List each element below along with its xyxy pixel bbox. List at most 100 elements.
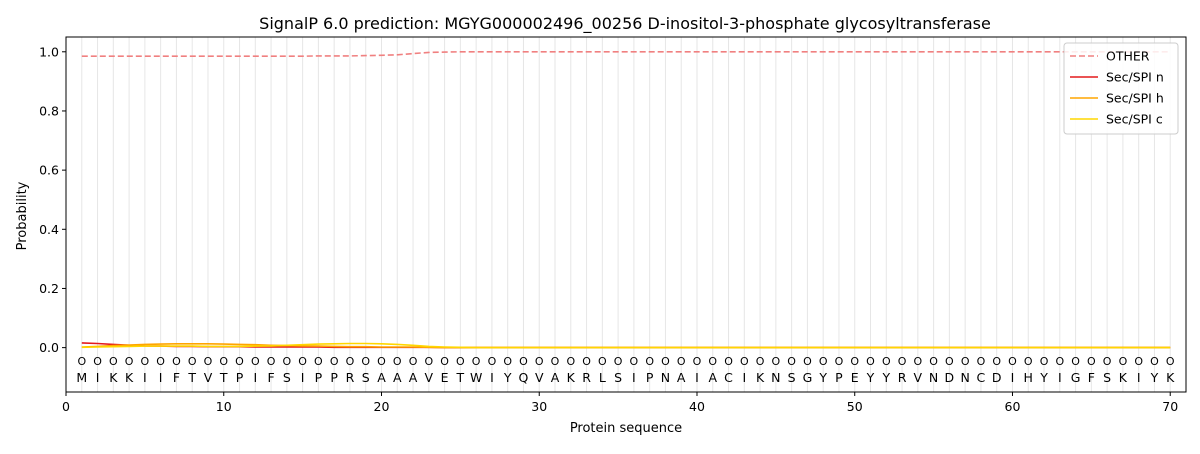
sequence-residue: I	[1058, 370, 1062, 385]
residue-label: O	[125, 355, 134, 368]
residue-label: O	[708, 355, 717, 368]
x-tick-label: 20	[374, 399, 390, 414]
sequence-residue: N	[771, 370, 780, 385]
sequence-residue: L	[599, 370, 606, 385]
residue-label: O	[787, 355, 796, 368]
residue-label: O	[677, 355, 686, 368]
sequence-residue: N	[960, 370, 969, 385]
legend-label: Sec/SPI n	[1106, 70, 1164, 85]
residue-label: O	[614, 355, 623, 368]
y-tick-label: 0.4	[39, 222, 59, 237]
x-tick-label: 30	[531, 399, 547, 414]
residue-label: O	[819, 355, 828, 368]
sequence-residue: N	[661, 370, 670, 385]
sequence-residue: C	[724, 370, 733, 385]
sequence-residue: Y	[866, 370, 875, 385]
sequence-residue: H	[1024, 370, 1033, 385]
residue-label: O	[393, 355, 402, 368]
sequence-residue: Q	[519, 370, 529, 385]
sequence-residue: A	[551, 370, 560, 385]
sequence-residue: I	[253, 370, 257, 385]
residue-label: O	[346, 355, 355, 368]
sequence-residue: I	[695, 370, 699, 385]
legend-label: OTHER	[1106, 49, 1150, 64]
sequence-residue: A	[409, 370, 418, 385]
residue-label: O	[377, 355, 386, 368]
series-line-sec-spi-c	[81, 342, 1171, 349]
residue-label: O	[1024, 355, 1033, 368]
sequence-residue: G	[1071, 370, 1081, 385]
residue-label: O	[93, 355, 102, 368]
residue-label: O	[740, 355, 749, 368]
residue-label: O	[772, 355, 781, 368]
y-tick-label: 0.8	[39, 103, 59, 118]
sequence-residue: E	[441, 370, 449, 385]
x-tick-label: 10	[216, 399, 232, 414]
y-tick-label: 1.0	[39, 44, 59, 59]
y-tick-label: 0.2	[39, 281, 59, 296]
y-tick-label: 0.6	[39, 163, 59, 178]
residue-label: O	[361, 355, 370, 368]
sequence-residue: A	[393, 370, 402, 385]
residue-label: O	[1071, 355, 1080, 368]
residue-label: O	[1119, 355, 1128, 368]
sequence-residue: C	[977, 370, 986, 385]
sequence-residue: F	[1088, 370, 1095, 385]
sequence-residue: R	[582, 370, 591, 385]
residue-label: O	[913, 355, 922, 368]
sequence-residue: A	[677, 370, 686, 385]
residue-label: O	[1134, 355, 1143, 368]
residue-label: O	[488, 355, 497, 368]
residue-label: O	[866, 355, 875, 368]
residue-label: O	[882, 355, 891, 368]
residue-label: O	[803, 355, 812, 368]
residue-label: O	[977, 355, 986, 368]
sequence-residue: I	[143, 370, 147, 385]
sequence-residue: S	[788, 370, 796, 385]
sequence-residue: D	[945, 370, 955, 385]
sequence-residue: Y	[1039, 370, 1048, 385]
residue-label: O	[156, 355, 165, 368]
residue-label: O	[1040, 355, 1049, 368]
sequence-residue: P	[315, 370, 323, 385]
residue-label: O	[77, 355, 86, 368]
y-axis-label: Probability	[15, 181, 30, 250]
x-tick-label: 40	[689, 399, 705, 414]
x-axis-label: Protein sequence	[570, 421, 682, 436]
residue-label: O	[1103, 355, 1112, 368]
residue-label: O	[929, 355, 938, 368]
sequence-residue: A	[708, 370, 717, 385]
series-layer	[81, 50, 1171, 349]
residue-label: O	[1166, 355, 1175, 368]
residue-label: O	[898, 355, 907, 368]
legend-label: Sec/SPI h	[1106, 91, 1164, 106]
residue-label: O	[724, 355, 733, 368]
residue-label: O	[535, 355, 544, 368]
residue-label: O	[582, 355, 591, 368]
sequence-residue: V	[425, 370, 434, 385]
sequence-residue: Y	[881, 370, 890, 385]
residue-label: O	[630, 355, 639, 368]
residue-label: O	[850, 355, 859, 368]
residue-label: O	[1150, 355, 1159, 368]
residue-label: O	[598, 355, 607, 368]
residue-label: O	[756, 355, 765, 368]
sequence-residue: V	[535, 370, 544, 385]
sequence-residue: S	[1103, 370, 1111, 385]
residue-label: O	[235, 355, 244, 368]
sequence-residue: D	[992, 370, 1002, 385]
sequence-residue: Y	[818, 370, 827, 385]
legend: OTHER Sec/SPI n Sec/SPI h Sec/SPI c	[1063, 42, 1179, 135]
sequence-residue: A	[377, 370, 386, 385]
x-tick-label: 60	[1005, 399, 1021, 414]
sequence-residue: I	[96, 370, 100, 385]
residue-label: O	[424, 355, 433, 368]
sequence-residue: Y	[503, 370, 512, 385]
x-tick-label: 50	[847, 399, 863, 414]
sequence-residue: K	[567, 370, 576, 385]
sequence-residue: K	[125, 370, 134, 385]
sequence-residue: I	[742, 370, 746, 385]
